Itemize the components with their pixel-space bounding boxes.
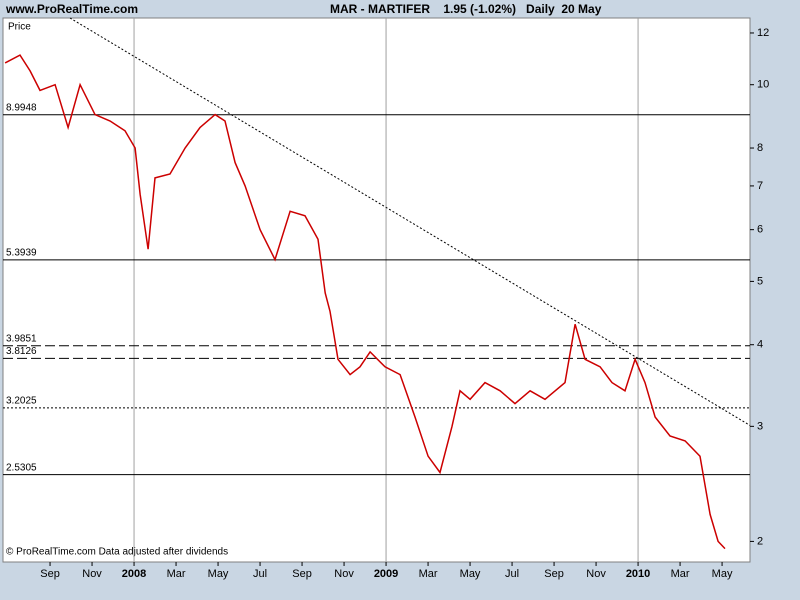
x-tick-label: 2009 <box>374 568 398 580</box>
y-tick-label: 12 <box>757 27 769 39</box>
y-tick-label: 10 <box>757 79 769 91</box>
x-tick-label: Mar <box>419 568 438 580</box>
x-tick-label: Nov <box>82 568 102 580</box>
y-axis-label: Price <box>8 22 31 33</box>
y-tick-label: 8 <box>757 142 763 154</box>
x-tick-label: Nov <box>334 568 354 580</box>
x-tick-label: Mar <box>167 568 186 580</box>
y-tick-label: 6 <box>757 224 763 236</box>
x-tick-label: 2010 <box>626 568 650 580</box>
price-line <box>4 54 726 550</box>
level-label: 8.9948 <box>6 102 37 113</box>
x-tick-label: 2008 <box>122 568 146 580</box>
level-label: 3.8126 <box>6 346 37 357</box>
y-tick-label: 7 <box>757 180 763 192</box>
x-tick-label: Jul <box>253 568 267 580</box>
x-tick-label: Nov <box>586 568 606 580</box>
x-tick-label: May <box>712 568 733 580</box>
x-tick-label: Mar <box>671 568 690 580</box>
site-name[interactable]: www.ProRealTime.com <box>5 2 138 16</box>
level-label: 3.2025 <box>6 395 37 406</box>
x-tick-label: May <box>460 568 481 580</box>
y-tick-label: 2 <box>757 535 763 547</box>
y-tick-label: 3 <box>757 420 763 432</box>
level-label: 2.5305 <box>6 462 37 473</box>
x-tick-label: Jul <box>505 568 519 580</box>
plot-area <box>2 17 751 563</box>
x-tick-label: Sep <box>40 568 60 580</box>
x-tick-label: May <box>208 568 229 580</box>
chart-title: MAR - MARTIFER 1.95 (-1.02%) Daily 20 Ma… <box>330 2 602 16</box>
trend-line <box>69 17 751 426</box>
y-tick-label: 5 <box>757 275 763 287</box>
y-tick-label: 4 <box>757 339 763 351</box>
level-label: 5.3939 <box>6 248 37 259</box>
x-tick-label: Sep <box>292 568 312 580</box>
level-label: 3.9851 <box>6 333 37 344</box>
footer: © ProRealTime.com Data adjusted after di… <box>6 547 228 558</box>
x-tick-label: Sep <box>544 568 564 580</box>
